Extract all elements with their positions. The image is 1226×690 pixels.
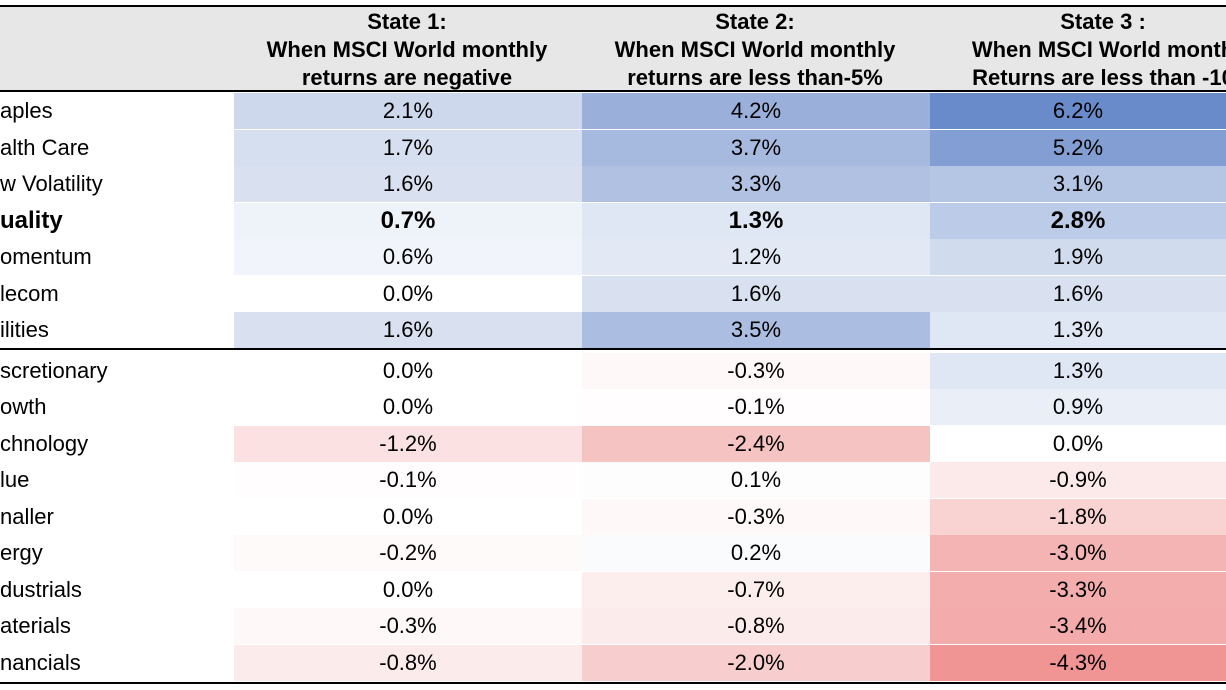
column-header-state-1: State 1: When MSCI World monthly returns… [234, 8, 580, 92]
row-label-text: uality [0, 206, 63, 234]
row-label: chnology [0, 426, 234, 462]
group-divider-rule [0, 348, 1226, 350]
row-label-text: aterials [0, 613, 71, 638]
row-label-text: nancials [0, 649, 81, 675]
row-label: owth [0, 389, 234, 425]
heatmap-cell: 0.9% [930, 389, 1226, 425]
header-background [0, 7, 1226, 90]
heatmap-cell: 1.6% [582, 275, 930, 312]
heatmap-cell: -3.0% [930, 535, 1226, 571]
column-header-state-3: State 3 : When MSCI World month Returns … [930, 8, 1226, 92]
row-label-text: dustrials [0, 576, 82, 602]
heatmap-cell: 1.3% [930, 312, 1226, 348]
heatmap-cell: 1.6% [234, 166, 582, 202]
row-label-text: naller [0, 503, 54, 529]
heatmap-cell: 0.6% [234, 239, 582, 275]
heatmap-cell: 5.2% [930, 129, 1226, 166]
heatmap-cell: 4.2% [582, 93, 930, 129]
column-header-state-2: State 2: When MSCI World monthly returns… [582, 8, 928, 92]
heatmap-cell: 0.7% [234, 202, 582, 239]
row-label-text: omentum [0, 244, 92, 269]
column-header-line: When MSCI World monthly [266, 37, 548, 62]
column-header-line: returns are less than-5% [627, 65, 883, 90]
heatmap-cell: 1.2% [582, 239, 930, 275]
heatmap-cell: -4.3% [930, 644, 1226, 681]
column-header-title: State 3 : [1060, 9, 1146, 34]
row-label: dustrials [0, 572, 234, 608]
heatmap-cell: -3.3% [930, 571, 1226, 608]
heatmap-cell: -0.3% [582, 498, 930, 535]
heatmap-cell: -3.4% [930, 608, 1226, 644]
heatmap-cell: 3.3% [582, 166, 930, 202]
row-label: lecom [0, 276, 234, 312]
column-header-title: State 1: [367, 9, 447, 34]
heatmap-cell: -0.2% [234, 535, 582, 571]
column-header-line: returns are negative [301, 65, 513, 90]
heatmap-cell: 1.3% [582, 202, 930, 239]
bottom-rule [0, 682, 1226, 684]
heatmap-cell: 2.1% [234, 93, 582, 129]
heatmap-cell: 0.2% [582, 535, 930, 571]
row-label: aterials [0, 608, 234, 644]
row-label: lue [0, 462, 234, 498]
row-label-text: ergy [0, 540, 43, 565]
heatmap-cell: 6.2% [930, 93, 1226, 129]
heatmap-cell: -0.3% [582, 352, 930, 389]
row-label: uality [0, 203, 234, 239]
heatmap-cell: 1.3% [930, 352, 1226, 389]
heatmap-cell: 1.6% [930, 275, 1226, 312]
heatmap-cell: -0.1% [582, 389, 930, 425]
heatmap-cell: 2.8% [930, 202, 1226, 239]
column-header-title: State 2: [715, 9, 795, 34]
heatmap-cell: -0.8% [582, 608, 930, 644]
row-label-text: chnology [0, 430, 89, 456]
row-label-text: aples [0, 98, 53, 123]
heatmap-cell: -2.4% [582, 425, 930, 462]
heatmap-cell: -0.1% [234, 462, 582, 498]
row-label-text: alth Care [0, 134, 90, 160]
header-rule [0, 90, 1226, 92]
heatmap-cell: 0.0% [234, 275, 582, 312]
row-label-text: owth [0, 394, 47, 419]
row-label: w Volatility [0, 166, 234, 202]
row-label-text: lecom [0, 280, 59, 306]
row-label: ilities [0, 312, 234, 348]
row-label: omentum [0, 239, 234, 275]
heatmap-cell: 3.7% [582, 129, 930, 166]
heatmap-cell: -0.7% [582, 571, 930, 608]
row-label: naller [0, 499, 234, 535]
heatmap-cell: -0.3% [234, 608, 582, 644]
heatmap-cell: 0.0% [234, 498, 582, 535]
heatmap-cell: 3.5% [582, 312, 930, 348]
heatmap-cell: 0.0% [234, 352, 582, 389]
heatmap-cell: -0.9% [930, 462, 1226, 498]
row-label: ergy [0, 535, 234, 571]
column-header-line: Returns are less than -10 [972, 65, 1226, 90]
row-label-text: w Volatility [0, 171, 103, 196]
heatmap-cell: 1.9% [930, 239, 1226, 275]
row-label-text: ilities [0, 317, 49, 342]
row-label-text: scretionary [0, 357, 108, 383]
heatmap-cell: -1.8% [930, 498, 1226, 535]
row-label-text: lue [0, 467, 30, 492]
heatmap-cell: 3.1% [930, 166, 1226, 202]
row-label: scretionary [0, 353, 234, 389]
heatmap-cell: 0.1% [582, 462, 930, 498]
column-header-line: When MSCI World month [971, 37, 1226, 62]
heatmap-cell: 0.0% [234, 389, 582, 425]
heatmap-cell: -1.2% [234, 425, 582, 462]
heatmap-cell: -2.0% [582, 644, 930, 681]
row-label: alth Care [0, 130, 234, 166]
heatmap-cell: 0.0% [234, 571, 582, 608]
heatmap-cell: 1.7% [234, 129, 582, 166]
heatmap-cell: -0.8% [234, 644, 582, 681]
column-header-line: When MSCI World monthly [614, 37, 896, 62]
top-rule [0, 5, 1226, 7]
row-label: nancials [0, 645, 234, 681]
row-label: aples [0, 93, 234, 129]
heatmap-cell: 1.6% [234, 312, 582, 348]
heatmap-cell: 0.0% [930, 425, 1226, 462]
